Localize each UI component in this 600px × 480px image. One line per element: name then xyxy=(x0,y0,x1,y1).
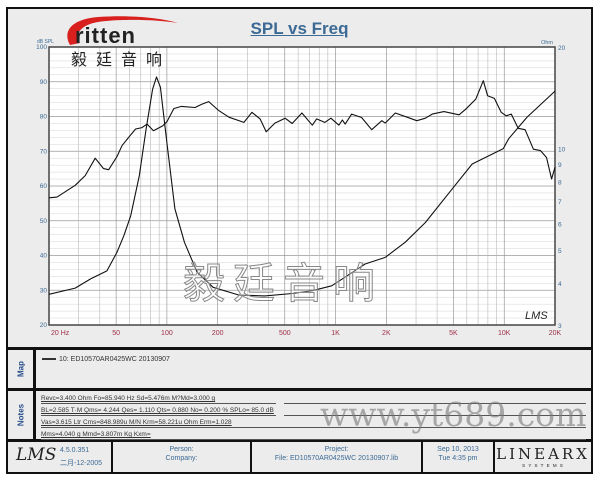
y2-tick-label: 20 xyxy=(558,45,566,52)
lms-window: 20 Hz 50 100 200 500 1K 2K 5K 10K 20K 20 30 40 50 60 70… xyxy=(6,7,593,474)
y2-tick-label: 6 xyxy=(558,221,562,228)
y-tick-label: 100 xyxy=(36,44,47,51)
x-tick-label: 100 xyxy=(161,330,173,337)
map-panel: Map 10: ED10570AR0425WC 20130907 xyxy=(8,350,591,391)
brand-logo: ritten 毅廷音响 xyxy=(58,13,188,73)
y-tick-label: 20 xyxy=(40,322,48,329)
legend-entry: 10: ED10570AR0425WC 20130907 xyxy=(42,356,170,363)
chart-panel: 20 Hz 50 100 200 500 1K 2K 5K 10K 20K 20 30 40 50 60 70… xyxy=(8,9,591,350)
y-tick-label: 40 xyxy=(40,253,48,260)
y-tick-label: 50 xyxy=(40,218,48,225)
note-line: BL=2.585 T·M Qms= 4.244 Qes= 1.110 Qts= … xyxy=(41,407,274,414)
y2-tick-label: 9 xyxy=(558,162,562,169)
y2-tick-label: 8 xyxy=(558,179,562,186)
x-tick-label: 1K xyxy=(331,330,340,337)
y-tick-label: 70 xyxy=(40,148,48,155)
y2-tick-label: 4 xyxy=(558,281,562,288)
x-tick-label: 500 xyxy=(279,330,291,337)
y-tick-label: 30 xyxy=(40,287,48,294)
footer: LMS 4.5.0.351 二月-12-2005 Person: Company… xyxy=(8,442,591,472)
y2-tick-label: 5 xyxy=(558,248,562,255)
y2-tick-label: 10 xyxy=(558,147,566,154)
spl-curve xyxy=(48,80,556,199)
x-tick-label: 5K xyxy=(449,330,458,337)
y-axis-label: dB SPL xyxy=(37,39,54,45)
lms-logo: LMS xyxy=(16,445,57,465)
y-tick-label: 60 xyxy=(40,183,48,190)
note-line: Mms=4.040 g Mmd=3.807m Kg Kxm= xyxy=(41,431,151,438)
x-tick-label: 2K xyxy=(382,330,391,337)
y2-axis-label: Ohm xyxy=(541,40,553,46)
linearx-logo: LINEARX S Y S T E M S xyxy=(496,445,590,468)
lms-plot-watermark: LMS xyxy=(525,310,548,322)
x-tick-label: 10K xyxy=(498,330,511,337)
version-cell: LMS 4.5.0.351 二月-12-2005 xyxy=(8,442,113,472)
x-tick-label: 50 xyxy=(112,330,120,337)
notes-panel: Notes Revc=3.400 Ohm Fo=85.940 Hz Sd=5.4… xyxy=(8,391,591,442)
note-line: Revc=3.400 Ohm Fo=85.940 Hz Sd=5.476m M?… xyxy=(41,395,216,402)
y-tick-label: 80 xyxy=(40,114,48,121)
plot-border xyxy=(48,46,556,326)
spl-impedance-plot: 20 Hz 50 100 200 500 1K 2K 5K 10K 20K 20 30 40 50 60 70… xyxy=(36,39,566,337)
chart-title: SPL vs Freq xyxy=(250,19,349,38)
y2-tick-label: 3 xyxy=(558,323,562,330)
impedance-curve xyxy=(48,76,556,297)
date-cell: Sep 10, 2013 Tue 4:35 pm xyxy=(423,442,495,472)
map-tab[interactable]: Map xyxy=(8,350,36,388)
logo-chinese: 毅廷音响 xyxy=(71,50,172,69)
person-cell: Person: Company: xyxy=(113,442,252,472)
logo-word: ritten xyxy=(75,23,136,48)
x-tick-label: 200 xyxy=(212,330,224,337)
y2-tick-label: 7 xyxy=(558,199,562,206)
legend-line-icon xyxy=(42,358,56,361)
project-cell: Project: File: ED10570AR0425WC 20130907.… xyxy=(252,442,423,472)
logo-swoosh xyxy=(67,16,178,45)
note-line: Vas=3.615 Ltr Cms=848.989u M/N Krm=58.22… xyxy=(41,419,232,426)
x-tick-label: 20K xyxy=(549,330,562,337)
y-tick-label: 90 xyxy=(40,79,48,86)
notes-tab[interactable]: Notes xyxy=(8,391,36,439)
x-tick-label: 20 Hz xyxy=(51,330,70,337)
